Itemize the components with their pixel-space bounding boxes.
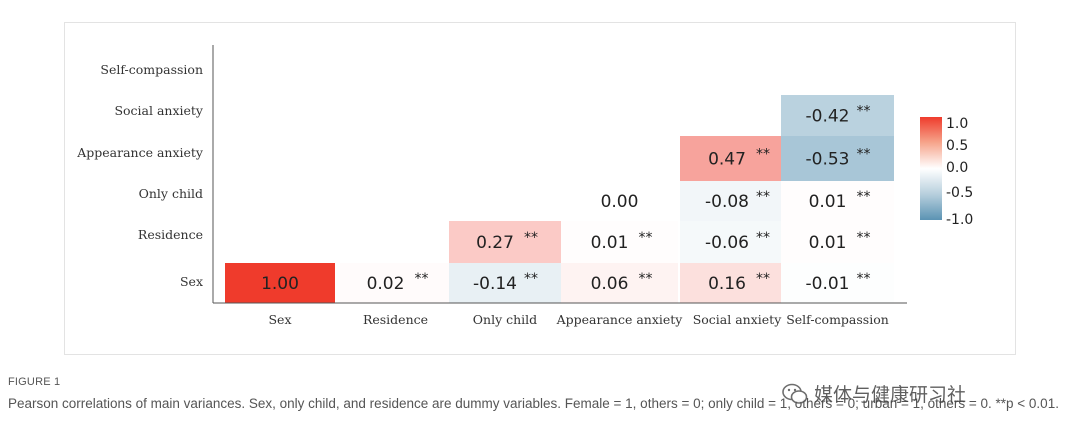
significance-marker: ** [857,189,871,205]
cell-value-label: -0.53 [806,150,850,170]
x-tick-label: Appearance anxiety [556,312,684,327]
cell-value-label: -0.01 [806,274,850,294]
heatmap-cell: -0.53 ** [781,136,894,181]
x-tick-label: Social anxiety [693,312,782,327]
cell-value-label: -0.42 [806,107,850,127]
heatmap-cell-rect [561,263,678,303]
cell-value-label: 0.01 [809,192,847,212]
cell-value-label: -0.08 [705,192,749,212]
colorbar-tick-label: 1.0 [946,116,968,132]
heatmap-cell-rect [561,221,678,263]
heatmap-cell-rect [680,136,794,181]
heatmap-cell-rect [680,221,794,263]
significance-marker: ** [415,271,429,287]
heatmap-cell: -0.14 ** [449,263,561,303]
watermark: 媒体与健康研习社 [782,380,966,407]
x-tick-label: Only child [473,312,537,327]
heatmap-cell: -0.06 ** [680,221,794,263]
heatmap-cell-rect [680,181,794,221]
cell-value-label: 0.01 [591,233,629,253]
x-tick-label: Self-compassion [786,312,889,327]
significance-marker: ** [756,230,770,246]
wechat-icon [782,383,808,404]
heatmap-cell: 0.01 ** [561,221,678,263]
y-tick-label: Appearance anxiety [76,145,204,160]
cell-value-label: 1.00 [261,274,299,294]
heatmap-cell: 0.16 ** [680,263,794,303]
cell-value-label: -0.14 [473,274,517,294]
figure-label: FIGURE 1 [8,376,61,388]
significance-marker: ** [756,271,770,287]
cell-value-label: 0.27 [476,233,514,253]
significance-marker: ** [524,271,538,287]
significance-marker: ** [756,147,770,163]
cell-value-label: 0.06 [591,274,629,294]
heatmap-cell-rect [561,181,678,221]
heatmap-cell-rect [781,95,894,136]
cell-value-label: 0.16 [708,274,746,294]
heatmap-cell: -0.42 ** [781,95,894,136]
colorbar [920,117,942,220]
significance-marker: ** [857,104,871,120]
significance-marker: ** [639,230,653,246]
significance-marker: ** [639,271,653,287]
significance-marker: ** [857,230,871,246]
y-tick-label: Only child [139,186,203,201]
heatmap-cell: 0.01 ** [781,221,894,263]
figure-panel: 1.00 0.02 ** -0.14 ** 0.06 ** 0.16 ** -0.01 ** 0.27… [64,22,1016,355]
heatmap-cell: 0.06 ** [561,263,678,303]
significance-marker: ** [524,230,538,246]
watermark-text: 媒体与健康研习社 [814,384,967,406]
colorbar-tick-label: 0.5 [946,138,968,154]
significance-marker: ** [857,271,871,287]
cell-value-label: 0.02 [367,274,405,294]
heatmap-cell-rect [781,221,894,263]
cell-value-label: 0.47 [708,150,746,170]
heatmap-cell-rect [449,221,561,263]
heatmap-cell-rect [225,263,335,303]
heatmap-cell-rect [781,181,894,221]
x-tick-label: Residence [363,312,428,327]
y-tick-label: Residence [138,227,203,242]
heatmap-cell: 0.02 ** [340,263,451,303]
heatmap-cell: 0.00 [561,181,678,221]
cell-value-label: 0.00 [601,192,639,212]
heatmap-cell: 0.47 ** [680,136,794,181]
heatmap-cell: -0.08 ** [680,181,794,221]
heatmap-cell: -0.01 ** [781,263,894,303]
heatmap-cell: 0.27 ** [449,221,561,263]
y-tick-label: Social anxiety [114,103,203,118]
cell-value-label: -0.06 [705,233,749,253]
y-tick-label: Self-compassion [100,62,203,77]
colorbar-tick-label: -1.0 [946,212,973,228]
y-tick-label: Sex [180,274,203,289]
heatmap-cell-rect [781,263,894,303]
heatmap-cell-rect [781,136,894,181]
heatmap-cell-rect [340,263,451,303]
significance-marker: ** [756,189,770,205]
heatmap-cell-rect [449,263,561,303]
heatmap-cell: 0.01 ** [781,181,894,221]
correlation-heatmap: 1.00 0.02 ** -0.14 ** 0.06 ** 0.16 ** -0.01 **0.27… [76,45,973,327]
colorbar-tick-label: -0.5 [946,185,973,201]
x-tick-label: Sex [268,312,291,327]
cell-value-label: 0.01 [809,233,847,253]
significance-marker: ** [857,147,871,163]
heatmap-cell-rect [680,263,794,303]
colorbar-tick-label: 0.0 [946,160,968,176]
heatmap-cell: 1.00 [225,263,335,303]
